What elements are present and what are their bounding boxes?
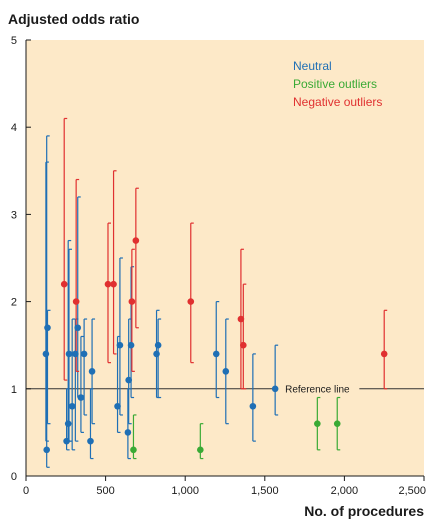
data-point — [212, 350, 220, 358]
data-point — [65, 350, 73, 358]
data-point — [74, 324, 82, 332]
data-point — [77, 394, 85, 401]
x-tick-label: 0 — [23, 485, 29, 497]
data-point — [222, 368, 230, 375]
legend-entry: Neutral — [293, 59, 332, 73]
points-layer — [42, 237, 388, 454]
data-point — [110, 280, 117, 288]
data-point — [153, 350, 160, 358]
data-point — [314, 420, 321, 427]
data-point — [42, 350, 50, 358]
data-point — [80, 350, 88, 358]
data-point — [271, 385, 279, 393]
y-tick-label: 5 — [11, 35, 17, 47]
data-point — [127, 341, 135, 349]
data-point — [87, 437, 94, 445]
data-point — [380, 350, 388, 358]
data-point — [72, 298, 80, 305]
data-point — [197, 446, 204, 454]
data-point — [237, 315, 245, 323]
x-axis-title: No. of procedures — [304, 503, 424, 519]
x-tick-label: 1,500 — [251, 485, 279, 497]
data-point — [72, 350, 79, 358]
y-tick-label: 1 — [11, 384, 17, 396]
x-tick-label: 2,500 — [398, 485, 426, 497]
x-tick-label: 2,000 — [331, 485, 359, 497]
data-point — [130, 446, 137, 454]
data-point — [116, 341, 124, 349]
data-point — [64, 420, 72, 427]
data-point — [88, 368, 96, 375]
y-tick-label: 0 — [11, 471, 17, 483]
x-tick-label: 500 — [96, 485, 114, 497]
data-point — [249, 402, 257, 410]
data-point — [104, 280, 112, 288]
data-point — [333, 420, 341, 427]
data-point — [60, 280, 68, 288]
reference-label: Reference line — [285, 384, 350, 395]
axes-layer: 0 1 2 3 4 5 0 500 1,000 1,500 2,000 2,500 — [11, 35, 426, 497]
data-point — [154, 341, 162, 349]
data-point — [63, 437, 70, 445]
data-point — [240, 341, 247, 349]
reference-label-bg — [275, 381, 360, 396]
data-point — [68, 402, 76, 410]
data-point — [128, 298, 136, 305]
data-point — [125, 376, 132, 384]
data-point — [43, 446, 50, 454]
legend-entry: Positive outliers — [293, 77, 377, 91]
y-tick-label: 2 — [11, 297, 17, 309]
data-point — [187, 298, 195, 305]
y-tick-label: 4 — [11, 122, 17, 134]
legend-entry: Negative outliers — [293, 95, 382, 109]
legend: Neutral Positive outliers Negative outlier… — [293, 59, 382, 109]
data-point — [132, 237, 140, 244]
data-point — [114, 402, 121, 410]
data-point — [124, 429, 132, 436]
x-tick-label: 1,000 — [171, 485, 199, 497]
data-point — [44, 324, 51, 332]
y-axis-title: Adjusted odds ratio — [8, 11, 139, 27]
error-bars-layer — [45, 117, 388, 468]
y-tick-label: 3 — [11, 209, 17, 221]
